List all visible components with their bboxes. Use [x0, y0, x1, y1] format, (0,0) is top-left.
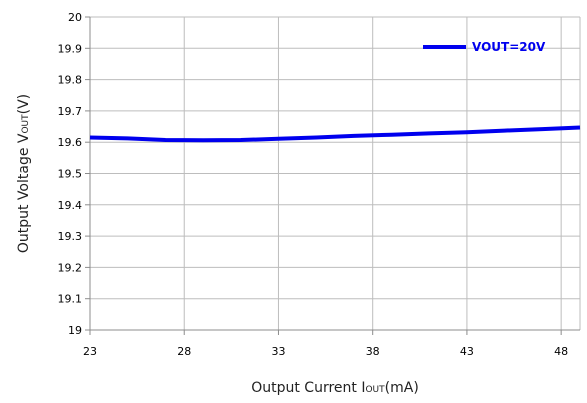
- x-axis-title: Output Current IOUT(mA): [251, 380, 419, 396]
- x-tick-label: 43: [460, 345, 474, 358]
- x-tick-label: 23: [83, 345, 97, 358]
- y-tick-label: 19: [68, 324, 82, 337]
- y-tick-label: 19.3: [58, 230, 83, 243]
- y-tick-label: 19.7: [58, 105, 83, 118]
- y-tick-label: 19.6: [58, 136, 83, 149]
- y-tick-label: 19.9: [58, 42, 83, 55]
- series-layer: [89, 125, 581, 143]
- x-tick-label: 28: [177, 345, 191, 358]
- y-axis-title: Output Voltage VOUT(V): [16, 94, 32, 253]
- y-tick-label: 19.4: [58, 199, 83, 212]
- y-tick-label: 19.1: [58, 293, 83, 306]
- tick-labels: 19 19.1 19.2 19.3 19.4 19.5 19.6 19.7 19.8 19.9 20…: [58, 11, 569, 358]
- y-tick-label: 19.2: [58, 261, 83, 274]
- axes: [85, 16, 580, 335]
- x-tick-label: 38: [366, 345, 380, 358]
- y-tick-label: 19.8: [58, 74, 83, 87]
- x-tick-label: 48: [554, 345, 568, 358]
- y-tick-label: 20: [68, 11, 82, 24]
- x-tick-label: 33: [271, 345, 285, 358]
- series-line: [89, 125, 581, 143]
- grid: [89, 16, 581, 331]
- legend-label: VOUT=20V: [472, 40, 546, 54]
- legend: VOUT=20V: [423, 40, 546, 54]
- y-tick-label: 19.5: [58, 168, 83, 181]
